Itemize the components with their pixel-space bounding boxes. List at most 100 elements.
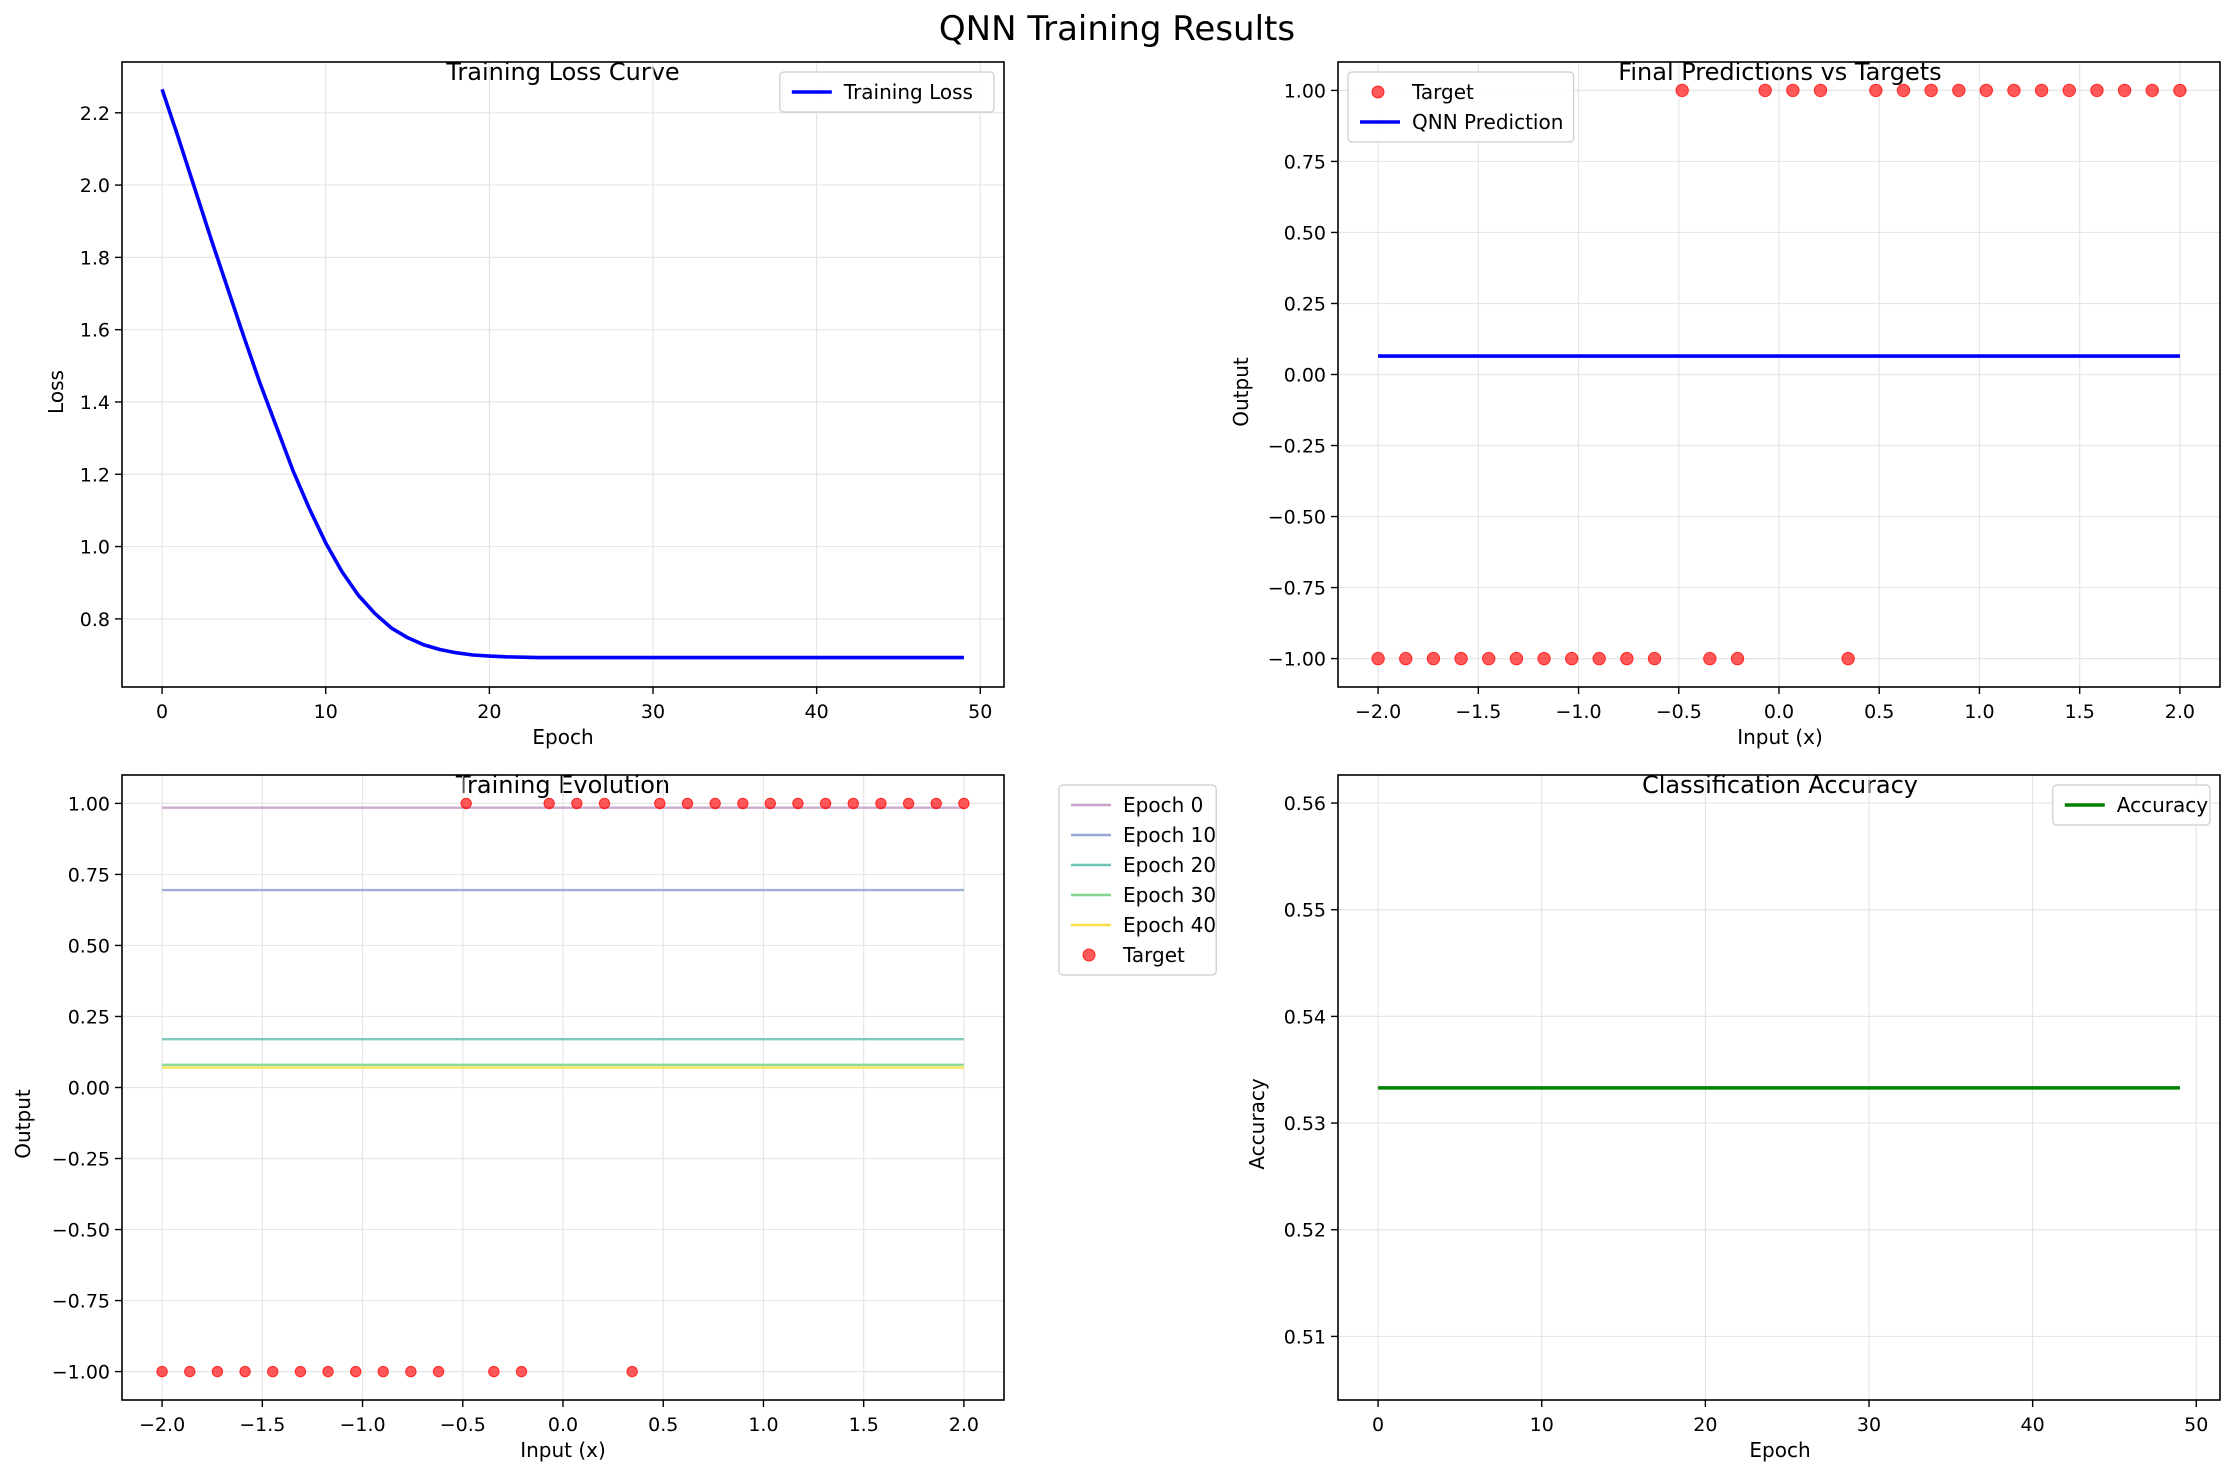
predictions-target-point-6 (1537, 651, 1551, 666)
evolution-xtick-label-3: −0.5 (440, 1414, 486, 1436)
loss-legend-label-0: Training Loss (843, 80, 973, 104)
predictions-target-point-14 (1758, 83, 1772, 98)
evolution-ytick-label-0: −1.00 (52, 1362, 110, 1384)
loss-ytick-label-7: 2.2 (80, 103, 110, 125)
evolution-target-point-10 (432, 1365, 445, 1378)
predictions-target-point-11 (1675, 83, 1689, 98)
evolution-chart-ylabel: Output (11, 1089, 35, 1159)
evolution-target-point-6 (322, 1365, 334, 1378)
predictions-chart-xlabel: Input (x) (1737, 725, 1823, 749)
accuracy-frame (1337, 774, 2221, 1401)
loss-xtick-label-1: 10 (314, 701, 338, 723)
evolution-target-point-2 (211, 1365, 224, 1378)
evolution-target-point-14 (543, 797, 555, 810)
evolution-target-point-11 (460, 797, 472, 810)
loss-xtick-label-4: 40 (805, 701, 829, 723)
loss-legend: Training Loss (779, 71, 995, 113)
evolution-target-point-3 (239, 1365, 251, 1378)
loss-series-0 (160, 88, 964, 660)
predictions-xtick-label-0: −2.0 (1355, 701, 1401, 723)
predictions-ytick-label-7: 0.75 (1284, 151, 1326, 173)
predictions-target-point-8 (1592, 651, 1606, 666)
evolution-legend-label-2: Epoch 20 (1123, 853, 1216, 877)
predictions-xtick-label-2: −1.0 (1555, 701, 1601, 723)
evolution-legend-label-5: Target (1122, 943, 1185, 967)
predictions-target-point-25 (2062, 83, 2076, 98)
predictions-target-point-9 (1620, 651, 1634, 666)
accuracy-ytick-label-0: 0.51 (1284, 1326, 1326, 1348)
evolution-ytick-label-8: 1.00 (68, 793, 110, 815)
loss-legend-box (779, 71, 995, 113)
predictions-target-point-5 (1509, 651, 1524, 666)
accuracy-ytick-label-4: 0.55 (1284, 900, 1326, 922)
predictions-legend-box (1347, 71, 1575, 143)
predictions-xtick-label-6: 1.0 (1964, 701, 1994, 723)
accuracy-xtick-label-1: 10 (1530, 1414, 1554, 1436)
evolution-target-point-8 (377, 1365, 389, 1378)
predictions-target-point-10 (1647, 651, 1662, 666)
accuracy-chart-xlabel: Epoch (1749, 1438, 1810, 1462)
predictions-target-point-27 (2117, 83, 2132, 98)
loss-chart-xlabel: Epoch (532, 725, 593, 749)
predictions-target-point-23 (2007, 83, 2021, 98)
loss-plot-area (160, 88, 964, 660)
evolution-legend-label-1: Epoch 10 (1123, 823, 1216, 847)
evolution-legend-marker-5 (1082, 948, 1096, 962)
predictions-chart-ylabel: Output (1229, 357, 1253, 427)
predictions-target-point-24 (2034, 83, 2049, 98)
predictions-target-point-13 (1730, 651, 1745, 666)
evolution-legend-label-4: Epoch 40 (1123, 913, 1216, 937)
evolution-plot-area (156, 797, 970, 1378)
predictions-legend: Target QNN Prediction (1347, 71, 1575, 143)
evolution-target-point-9 (405, 1365, 417, 1378)
loss-frame (121, 61, 1005, 688)
evolution-target-point-18 (654, 797, 666, 810)
predictions-target-point-21 (1952, 83, 1966, 98)
predictions-target-point-7 (1565, 651, 1579, 666)
evolution-target-point-21 (737, 797, 749, 810)
figure-title: QNN Training Results (939, 9, 1295, 49)
predictions-target-point-28 (2145, 83, 2159, 98)
evolution-target-point-0 (156, 1365, 168, 1378)
predictions-target-point-18 (1869, 83, 1883, 98)
evolution-xtick-label-4: 0.0 (548, 1414, 578, 1436)
evolution-target-point-4 (267, 1365, 279, 1378)
accuracy-xtick-label-3: 30 (1857, 1414, 1881, 1436)
evolution-ytick-label-7: 0.75 (68, 864, 110, 886)
accuracy-ytick-label-1: 0.52 (1284, 1220, 1326, 1242)
evolution-xtick-label-2: −1.0 (339, 1414, 385, 1436)
evolution-target-point-1 (184, 1365, 196, 1378)
loss-ytick-label-4: 1.6 (80, 320, 110, 342)
predictions-legend-label-1: QNN Prediction (1412, 110, 1563, 134)
predictions-ytick-label-6: 0.50 (1284, 222, 1326, 244)
loss-xtick-label-3: 30 (641, 701, 665, 723)
evolution-legend-box (1058, 784, 1217, 976)
evolution-target-point-12 (488, 1365, 500, 1378)
predictions-target-point-19 (1896, 83, 1911, 98)
evolution-legend: Epoch 0 Epoch 10 Epoch 20 Epoch 30 Epoch 40 T… (1058, 784, 1217, 976)
evolution-ytick-label-4: 0.00 (68, 1078, 110, 1100)
predictions-target-point-20 (1924, 83, 1938, 98)
evolution-legend-label-0: Epoch 0 (1123, 793, 1203, 817)
evolution-ytick-label-3: −0.25 (52, 1149, 110, 1171)
accuracy-legend: Accuracy (2052, 784, 2211, 826)
evolution-ytick-label-1: −0.75 (52, 1291, 110, 1313)
loss-chart: Training Loss Curve Epoch Loss 0 10 20 30 40… (44, 58, 1005, 749)
loss-ytick-label-0: 0.8 (80, 609, 110, 631)
evolution-target-point-15 (571, 797, 583, 810)
evolution-legend-label-3: Epoch 30 (1123, 883, 1216, 907)
predictions-xtick-label-4: 0.0 (1764, 701, 1794, 723)
predictions-xtick-label-3: −0.5 (1656, 701, 1702, 723)
predictions-target-point-0 (1371, 651, 1385, 666)
evolution-target-point-7 (350, 1365, 362, 1378)
loss-ytick-label-2: 1.2 (80, 464, 110, 486)
loss-ytick-label-3: 1.4 (80, 392, 110, 414)
evolution-ytick-label-5: 0.25 (68, 1006, 110, 1028)
evolution-target-point-19 (681, 797, 694, 810)
evolution-target-point-26 (875, 797, 887, 810)
evolution-target-point-27 (902, 797, 915, 810)
evolution-target-point-28 (930, 797, 942, 810)
predictions-target-point-2 (1426, 651, 1441, 666)
loss-ytick-label-6: 2.0 (80, 175, 110, 197)
predictions-ytick-label-0: −1.00 (1268, 649, 1326, 671)
